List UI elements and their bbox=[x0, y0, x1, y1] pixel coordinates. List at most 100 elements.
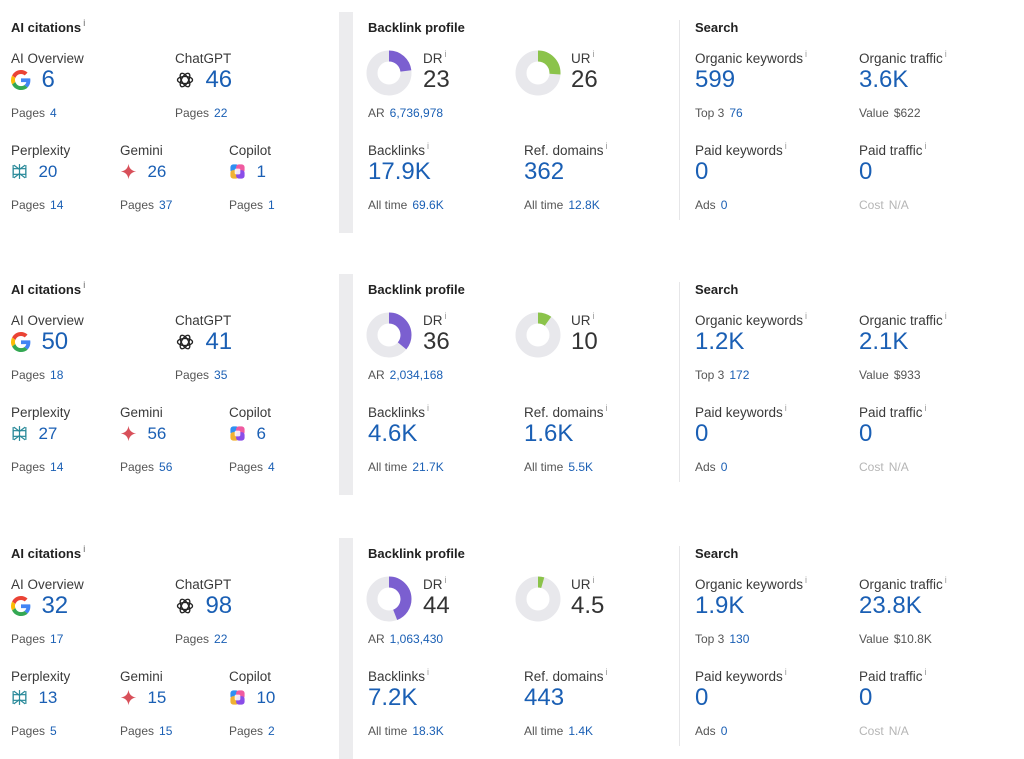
pages-count[interactable]: 22 bbox=[214, 106, 228, 120]
paid-traffic-value[interactable]: 0 bbox=[859, 158, 873, 185]
perplexity-metric[interactable]: 20 bbox=[11, 163, 57, 181]
pages-count[interactable]: 37 bbox=[159, 198, 173, 212]
info-icon[interactable]: i bbox=[805, 311, 808, 321]
ref-domains-value[interactable]: 362 bbox=[524, 158, 565, 185]
pages-count[interactable]: 1 bbox=[268, 198, 275, 212]
pages-count[interactable]: 56 bbox=[159, 460, 173, 474]
pages-count[interactable]: 2 bbox=[268, 724, 275, 738]
info-icon[interactable]: i bbox=[944, 49, 947, 59]
info-icon[interactable]: i bbox=[427, 141, 430, 151]
ai-overview-metric[interactable]: 6 bbox=[11, 68, 55, 92]
ai-overview-value[interactable]: 50 bbox=[41, 328, 69, 355]
info-icon[interactable]: i bbox=[784, 667, 787, 677]
ads-value[interactable]: 0 bbox=[720, 198, 728, 212]
gemini-value[interactable]: 26 bbox=[147, 162, 167, 182]
pages-count[interactable]: 14 bbox=[50, 198, 64, 212]
ur-value[interactable]: 26 bbox=[571, 66, 598, 93]
perplexity-metric[interactable]: 27 bbox=[11, 425, 57, 443]
organic-traffic-value[interactable]: 3.6K bbox=[859, 66, 909, 93]
all-time-value[interactable]: 69.6K bbox=[412, 198, 444, 212]
info-icon[interactable]: i bbox=[784, 141, 787, 151]
info-icon[interactable]: i bbox=[605, 141, 608, 151]
gemini-value[interactable]: 56 bbox=[147, 424, 167, 444]
gemini-value[interactable]: 15 bbox=[147, 688, 167, 708]
gemini-metric[interactable]: 26 bbox=[120, 163, 166, 181]
info-icon[interactable]: i bbox=[427, 667, 430, 677]
pages-count[interactable]: 22 bbox=[214, 632, 228, 646]
copilot-metric[interactable]: 10 bbox=[229, 689, 275, 707]
backlinks-value[interactable]: 4.6K bbox=[368, 420, 418, 447]
pages-count[interactable]: 5 bbox=[50, 724, 57, 738]
pages-count[interactable]: 17 bbox=[50, 632, 64, 646]
ads-value[interactable]: 0 bbox=[720, 460, 728, 474]
paid-traffic-value[interactable]: 0 bbox=[859, 420, 873, 447]
chatgpt-metric[interactable]: 46 bbox=[175, 68, 232, 92]
organic-keywords-value[interactable]: 1.9K bbox=[695, 592, 745, 619]
ar-value[interactable]: 6,736,978 bbox=[389, 106, 444, 120]
ar-value[interactable]: 2,034,168 bbox=[389, 368, 444, 382]
ai-overview-metric[interactable]: 50 bbox=[11, 330, 68, 354]
chatgpt-value[interactable]: 98 bbox=[205, 592, 233, 619]
top3-value[interactable]: 172 bbox=[729, 368, 750, 382]
info-icon[interactable]: i bbox=[592, 575, 595, 585]
ur-value[interactable]: 4.5 bbox=[571, 592, 605, 619]
info-icon[interactable]: i bbox=[924, 667, 927, 677]
perplexity-value[interactable]: 20 bbox=[38, 162, 58, 182]
perplexity-value[interactable]: 27 bbox=[38, 424, 58, 444]
copilot-value[interactable]: 1 bbox=[256, 162, 266, 182]
ai-overview-value[interactable]: 32 bbox=[41, 592, 69, 619]
gemini-metric[interactable]: 56 bbox=[120, 425, 166, 443]
info-icon[interactable]: i bbox=[944, 311, 947, 321]
info-icon[interactable]: i bbox=[592, 49, 595, 59]
info-icon[interactable]: i bbox=[83, 544, 86, 554]
all-time-value[interactable]: 21.7K bbox=[412, 460, 444, 474]
chatgpt-metric[interactable]: 98 bbox=[175, 594, 232, 618]
ads-value[interactable]: 0 bbox=[720, 724, 728, 738]
dr-value[interactable]: 36 bbox=[423, 328, 450, 355]
pages-count[interactable]: 4 bbox=[268, 460, 275, 474]
ref-domains-value[interactable]: 1.6K bbox=[524, 420, 574, 447]
pages-count[interactable]: 15 bbox=[159, 724, 173, 738]
ur-value[interactable]: 10 bbox=[571, 328, 598, 355]
paid-keywords-value[interactable]: 0 bbox=[695, 684, 709, 711]
organic-traffic-value[interactable]: 23.8K bbox=[859, 592, 922, 619]
info-icon[interactable]: i bbox=[924, 141, 927, 151]
perplexity-value[interactable]: 13 bbox=[38, 688, 58, 708]
chatgpt-value[interactable]: 46 bbox=[205, 66, 233, 93]
info-icon[interactable]: i bbox=[83, 18, 86, 28]
info-icon[interactable]: i bbox=[427, 403, 430, 413]
copilot-metric[interactable]: 6 bbox=[229, 425, 266, 443]
top3-value[interactable]: 76 bbox=[729, 106, 743, 120]
paid-keywords-value[interactable]: 0 bbox=[695, 158, 709, 185]
all-time-value[interactable]: 18.3K bbox=[412, 724, 444, 738]
chatgpt-metric[interactable]: 41 bbox=[175, 330, 232, 354]
info-icon[interactable]: i bbox=[444, 311, 447, 321]
chatgpt-value[interactable]: 41 bbox=[205, 328, 233, 355]
info-icon[interactable]: i bbox=[784, 403, 787, 413]
dr-value[interactable]: 23 bbox=[423, 66, 450, 93]
info-icon[interactable]: i bbox=[805, 49, 808, 59]
ai-overview-value[interactable]: 6 bbox=[41, 66, 55, 93]
gemini-metric[interactable]: 15 bbox=[120, 689, 166, 707]
ar-value[interactable]: 1,063,430 bbox=[389, 632, 444, 646]
organic-keywords-value[interactable]: 599 bbox=[695, 66, 736, 93]
info-icon[interactable]: i bbox=[592, 311, 595, 321]
paid-traffic-value[interactable]: 0 bbox=[859, 684, 873, 711]
organic-keywords-value[interactable]: 1.2K bbox=[695, 328, 745, 355]
info-icon[interactable]: i bbox=[944, 575, 947, 585]
ai-overview-metric[interactable]: 32 bbox=[11, 594, 68, 618]
backlinks-value[interactable]: 7.2K bbox=[368, 684, 418, 711]
pages-count[interactable]: 18 bbox=[50, 368, 64, 382]
pages-count[interactable]: 4 bbox=[50, 106, 57, 120]
copilot-value[interactable]: 10 bbox=[256, 688, 276, 708]
info-icon[interactable]: i bbox=[444, 575, 447, 585]
all-time-value[interactable]: 1.4K bbox=[568, 724, 594, 738]
perplexity-metric[interactable]: 13 bbox=[11, 689, 57, 707]
organic-traffic-value[interactable]: 2.1K bbox=[859, 328, 909, 355]
info-icon[interactable]: i bbox=[605, 403, 608, 413]
backlinks-value[interactable]: 17.9K bbox=[368, 158, 431, 185]
pages-count[interactable]: 35 bbox=[214, 368, 228, 382]
pages-count[interactable]: 14 bbox=[50, 460, 64, 474]
info-icon[interactable]: i bbox=[805, 575, 808, 585]
all-time-value[interactable]: 5.5K bbox=[568, 460, 594, 474]
